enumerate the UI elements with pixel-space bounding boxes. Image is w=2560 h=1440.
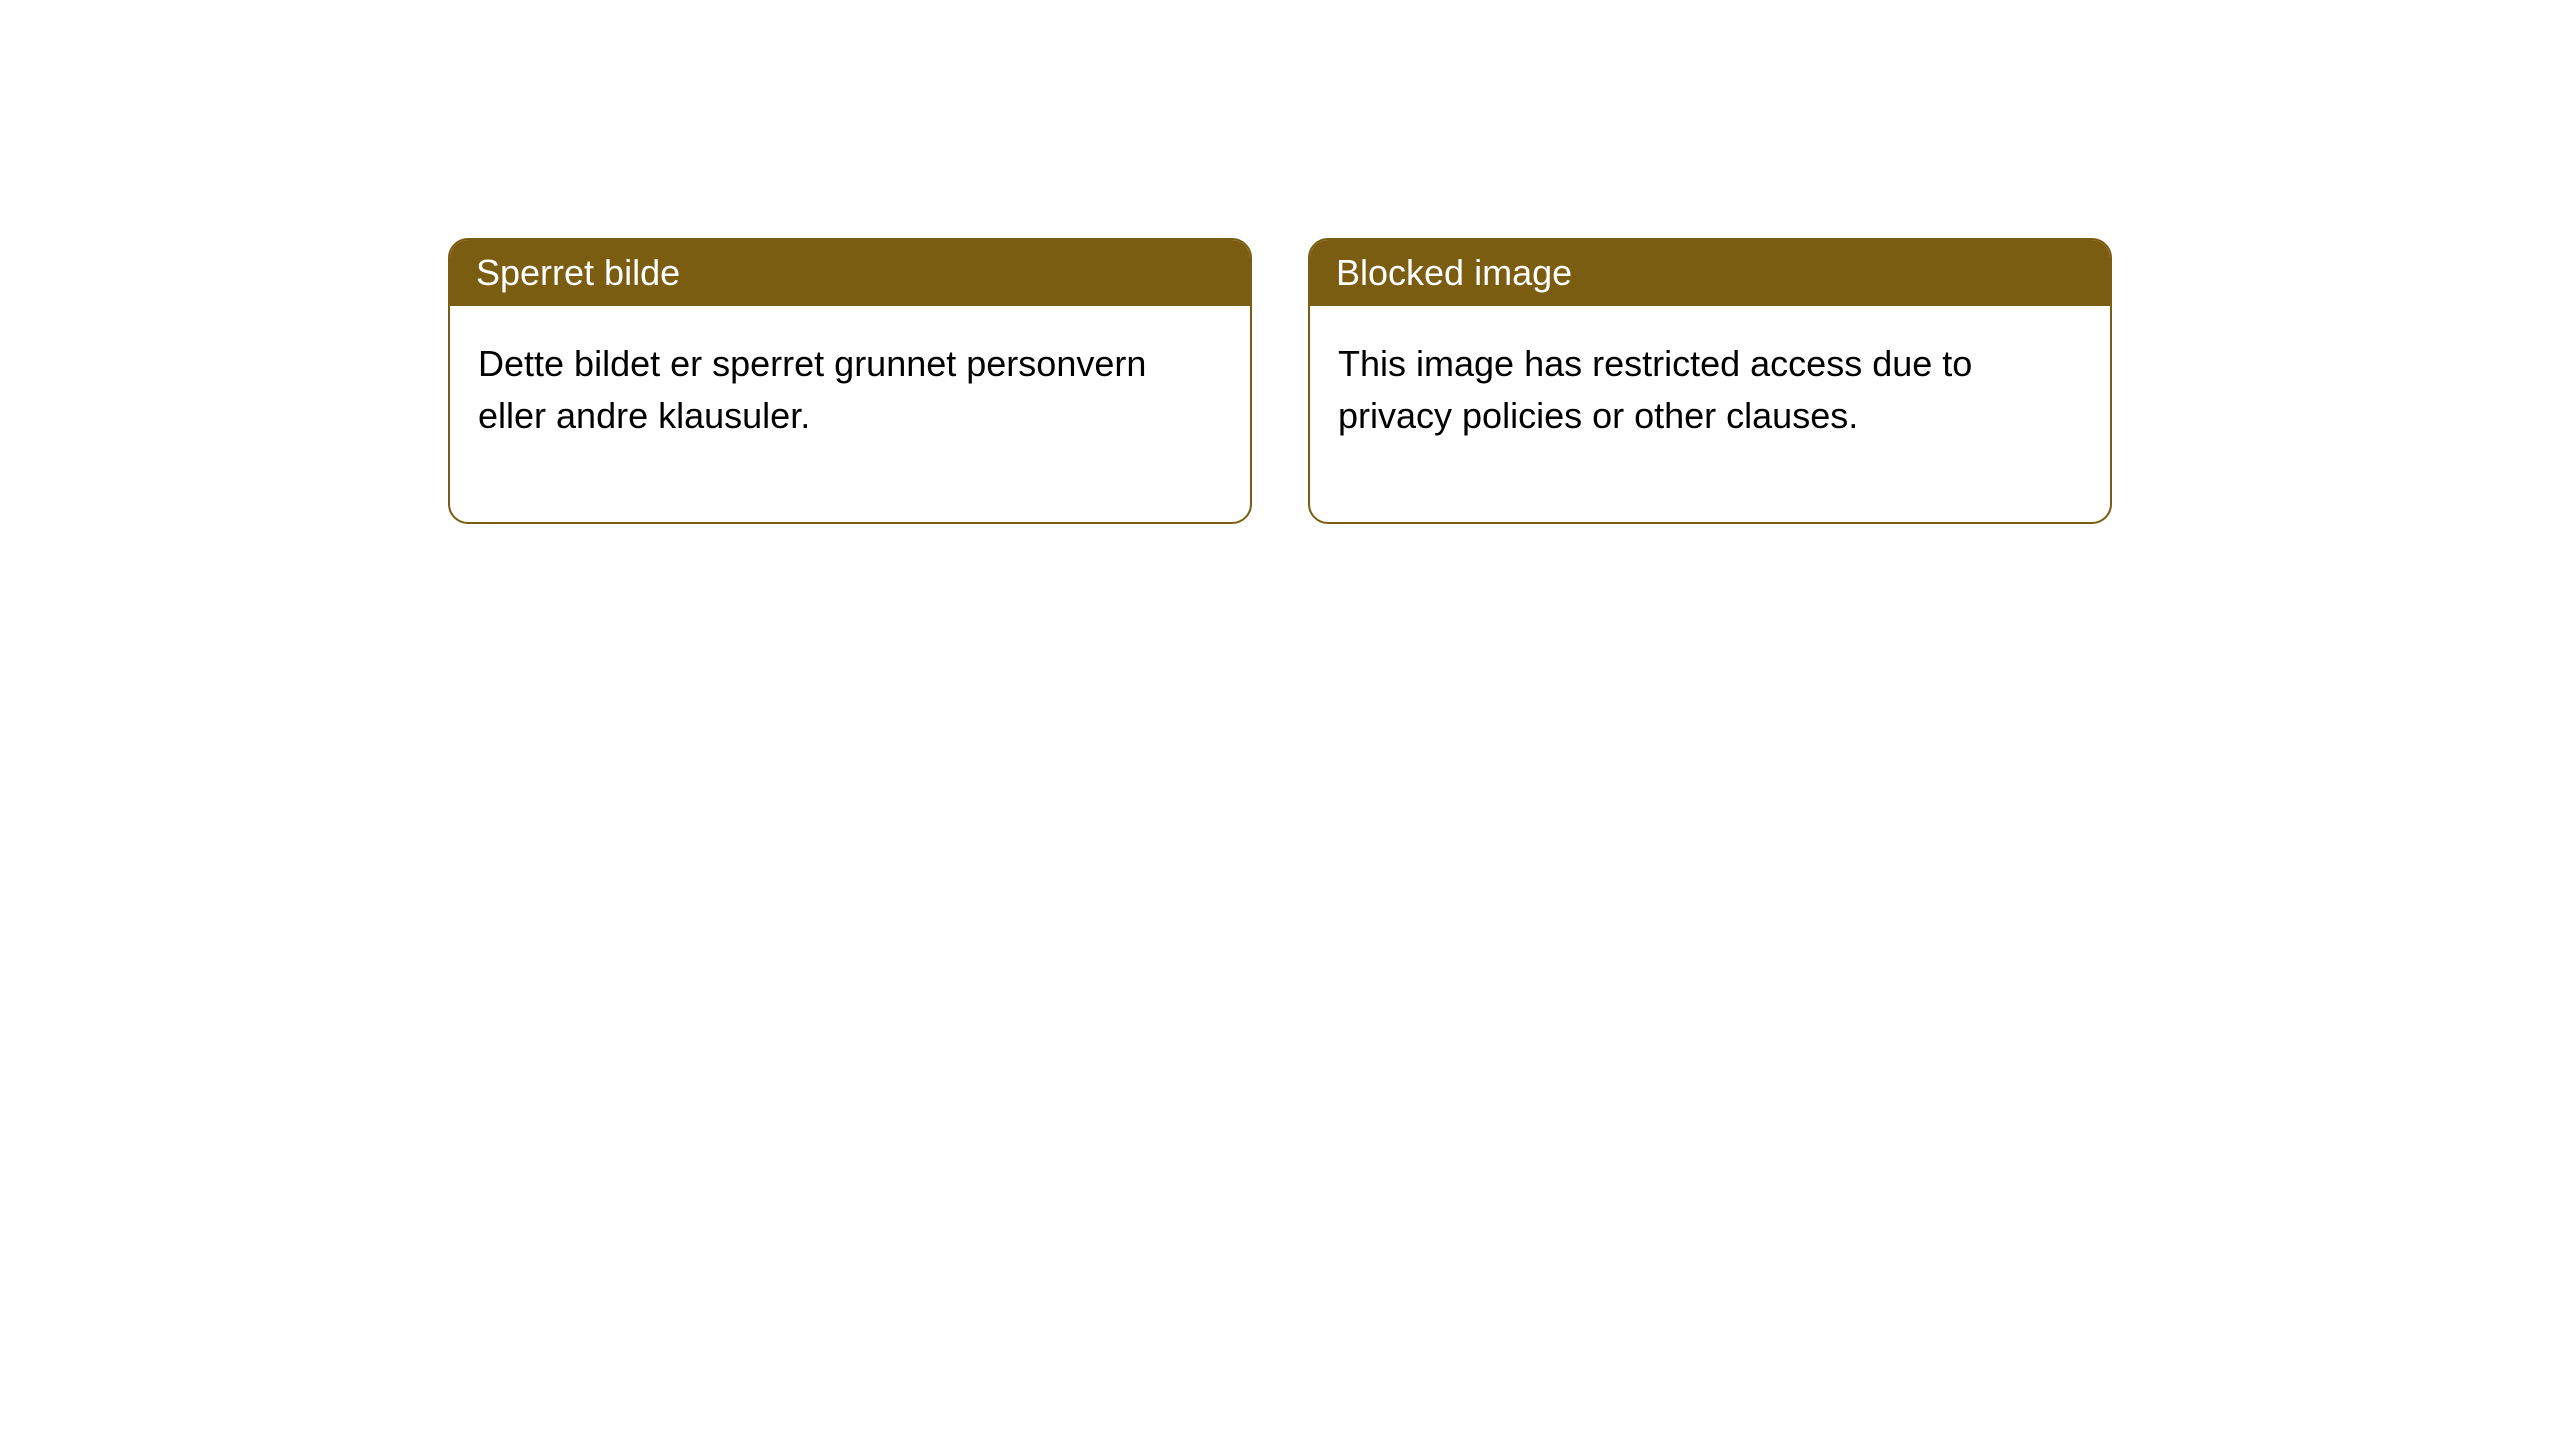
card-body-text: Dette bildet er sperret grunnet personve… (478, 343, 1146, 436)
card-header: Blocked image (1310, 240, 2110, 306)
card-header-text: Blocked image (1336, 252, 1572, 293)
notice-container: Sperret bilde Dette bildet er sperret gr… (0, 0, 2560, 524)
card-header-text: Sperret bilde (476, 252, 680, 293)
card-body: This image has restricted access due to … (1310, 306, 2110, 522)
card-header: Sperret bilde (450, 240, 1250, 306)
notice-card-english: Blocked image This image has restricted … (1308, 238, 2112, 524)
notice-card-norwegian: Sperret bilde Dette bildet er sperret gr… (448, 238, 1252, 524)
card-body: Dette bildet er sperret grunnet personve… (450, 306, 1250, 522)
card-body-text: This image has restricted access due to … (1338, 343, 1972, 436)
